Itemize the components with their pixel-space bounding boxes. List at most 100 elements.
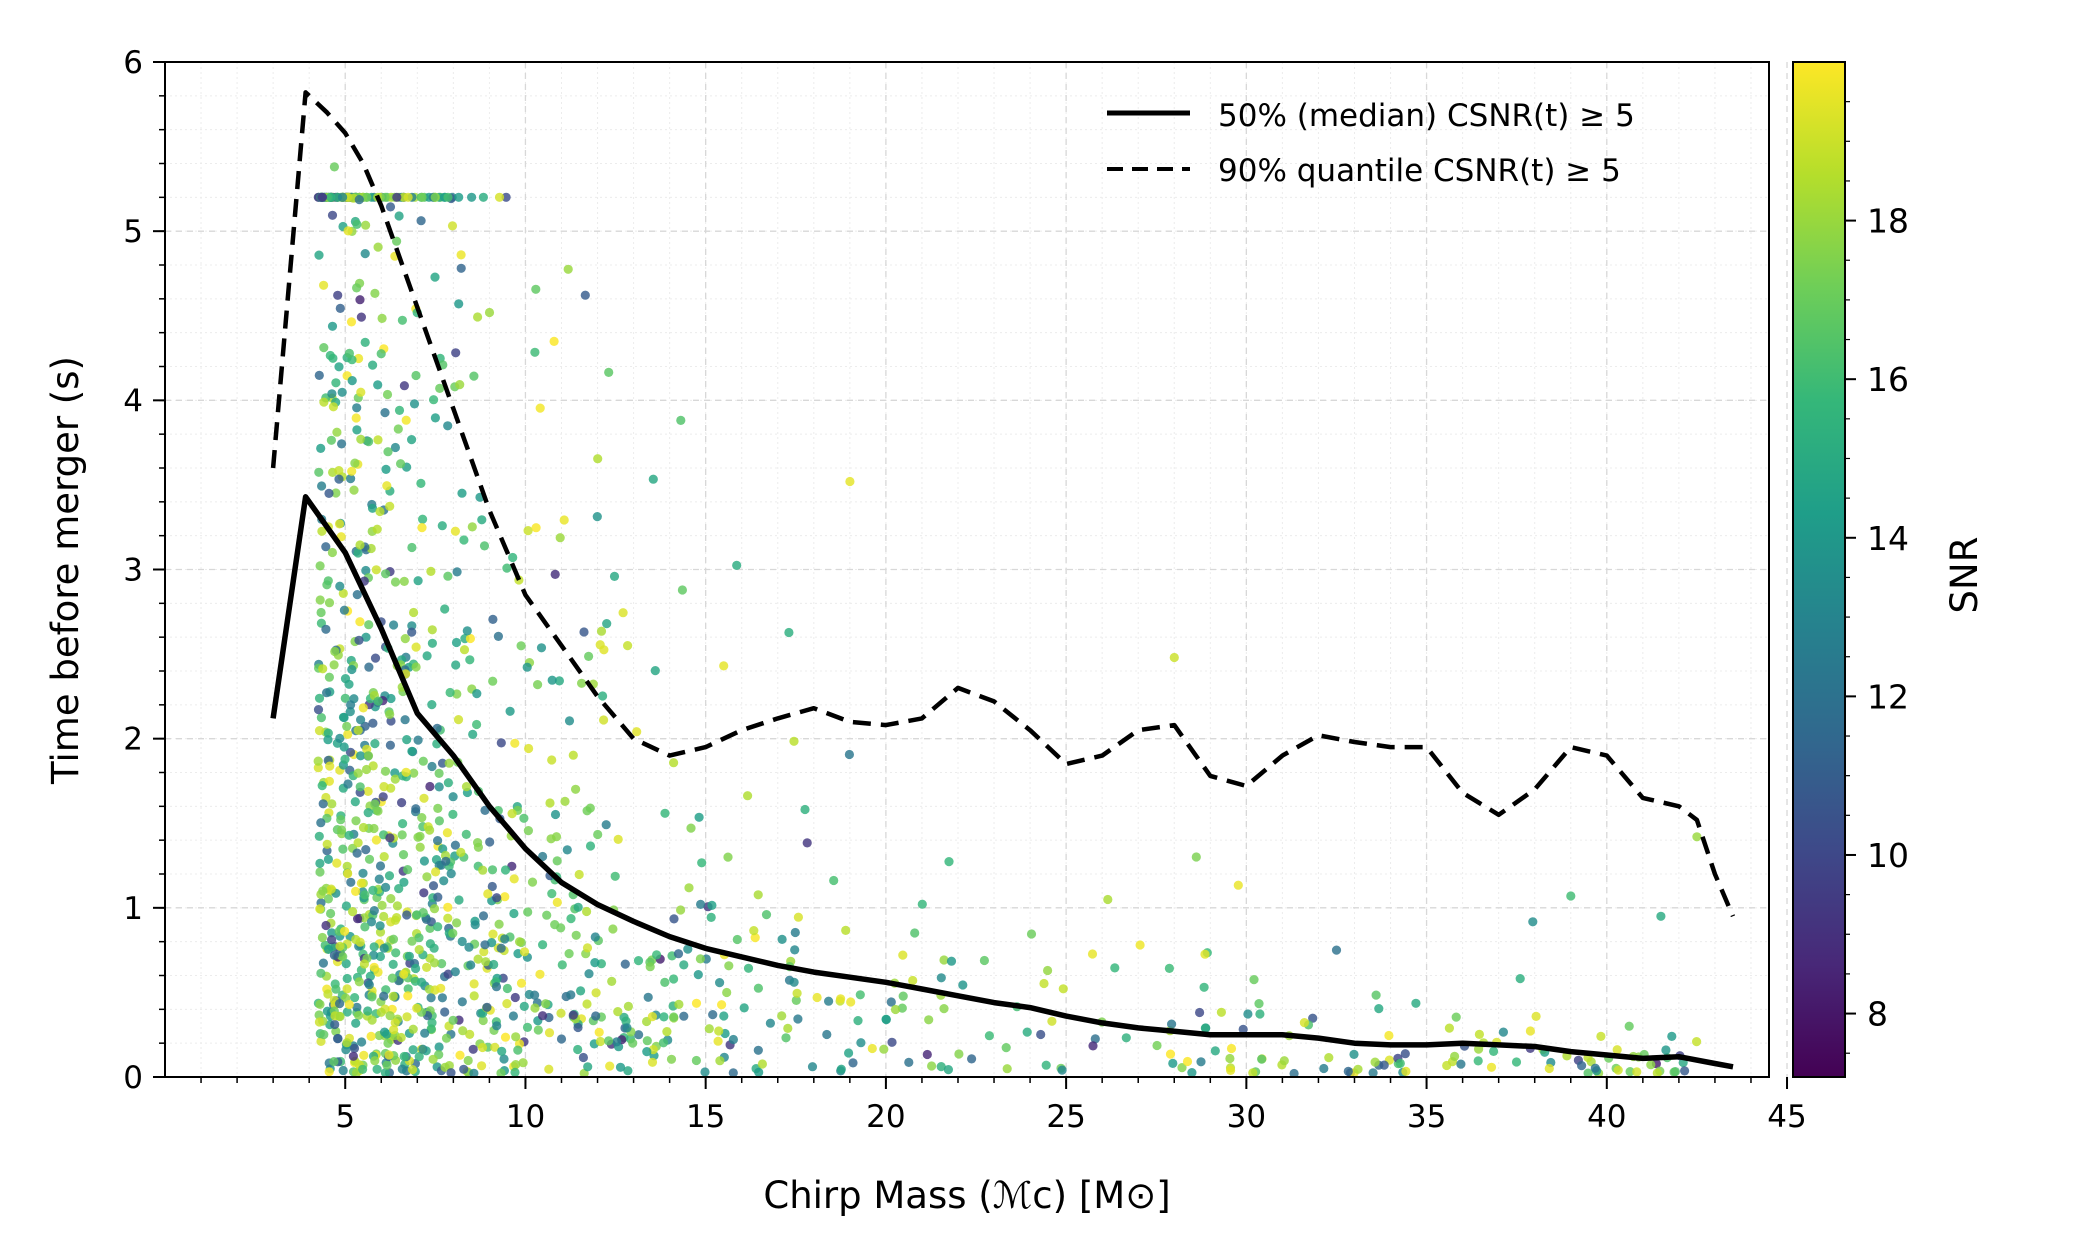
scatter-point <box>1164 963 1174 974</box>
scatter-point <box>350 458 360 468</box>
scatter-point <box>700 1067 710 1077</box>
scatter-point <box>582 943 593 953</box>
scatter-point <box>556 1034 567 1044</box>
scatter-point <box>434 816 444 826</box>
scatter-point <box>1442 1060 1452 1071</box>
scatter-point <box>564 949 574 959</box>
scatter-point <box>457 997 467 1007</box>
scatter-point <box>535 969 545 979</box>
scatter-point <box>382 1060 392 1070</box>
scatter-point <box>335 581 345 591</box>
scatter-point <box>411 804 421 814</box>
scatter-point <box>381 464 391 474</box>
scatter-point <box>459 1064 469 1074</box>
scatter-point <box>615 1062 626 1072</box>
scatter-point <box>349 485 359 495</box>
scatter-point <box>314 831 324 841</box>
scatter-point <box>335 733 345 744</box>
scatter-point <box>1289 1068 1299 1077</box>
scatter-point <box>591 1011 601 1021</box>
scatter-point <box>518 1058 528 1068</box>
scatter-point <box>1624 1021 1634 1031</box>
scatter-point <box>723 852 733 862</box>
scatter-point <box>315 999 325 1010</box>
scatter-point <box>652 950 662 960</box>
scatter-point <box>319 343 329 353</box>
scatter-point <box>368 360 378 370</box>
scatter-point <box>691 998 702 1008</box>
scatter-point <box>535 403 545 413</box>
scatter-point <box>591 988 601 998</box>
scatter-point <box>1343 1066 1353 1076</box>
scatter-point <box>1167 1019 1177 1029</box>
scatter-point <box>332 858 342 868</box>
scatter-point <box>314 467 324 477</box>
scatter-point <box>610 871 620 881</box>
scatter-point <box>403 192 413 202</box>
scatter-point <box>886 997 896 1007</box>
scatter-point <box>329 950 339 960</box>
scatter-point <box>442 828 452 838</box>
scatter-point <box>538 1011 548 1021</box>
scatter-point <box>547 755 557 765</box>
scatter-point <box>335 941 345 951</box>
scatter-point <box>323 944 334 955</box>
scatter-point <box>445 687 455 698</box>
colorbar-tick-label: 18 <box>1867 202 1909 241</box>
scatter-point <box>555 533 565 543</box>
scatter-point <box>373 696 383 706</box>
scatter-point <box>479 541 490 551</box>
scatter-point <box>334 362 344 372</box>
scatter-point <box>622 1023 632 1033</box>
scatter-point <box>478 911 489 921</box>
scatter-point <box>488 614 498 625</box>
scatter-point <box>578 1052 589 1063</box>
scatter-point <box>890 1004 901 1015</box>
scatter-point <box>845 476 855 487</box>
scatter-point <box>1498 1027 1508 1037</box>
scatter-point <box>523 526 533 536</box>
scatter-point <box>419 888 429 898</box>
scatter-point <box>508 552 518 563</box>
scatter-point <box>385 740 395 750</box>
scatter-point <box>437 521 447 531</box>
scatter-point <box>434 1042 444 1052</box>
scatter-point <box>508 1011 518 1021</box>
scatter-point <box>327 547 337 558</box>
scatter-point <box>323 735 333 745</box>
scatter-point <box>335 999 345 1009</box>
scatter-point <box>677 585 688 595</box>
scatter-point <box>330 646 340 657</box>
scatter-point <box>341 959 351 969</box>
scatter-point <box>822 1029 832 1040</box>
scatter-point <box>1349 1049 1359 1059</box>
scatter-point <box>922 1049 932 1060</box>
scatter-point <box>344 348 354 358</box>
scatter-point <box>314 370 324 380</box>
scatter-point <box>522 662 532 672</box>
scatter-point <box>386 894 396 904</box>
scatter-point <box>500 934 510 944</box>
scatter-point <box>1632 1067 1642 1077</box>
scatter-point <box>385 202 396 212</box>
scatter-point <box>317 481 327 491</box>
scatter-point <box>315 561 325 571</box>
scatter-point <box>494 919 504 929</box>
scatter-point <box>1187 1068 1197 1077</box>
scatter-point <box>458 1026 468 1036</box>
scatter-point <box>1103 894 1113 905</box>
scatter-point <box>660 977 670 988</box>
scatter-point <box>800 804 810 815</box>
scatter-point <box>448 1015 458 1025</box>
scatter-point <box>509 908 519 919</box>
scatter-point <box>1656 911 1666 921</box>
scatter-point <box>507 809 517 819</box>
scatter-point <box>402 1012 412 1022</box>
scatter-point <box>1319 1063 1329 1074</box>
scatter-point <box>391 948 401 958</box>
scatter-point <box>1450 1051 1460 1061</box>
scatter-point <box>353 768 363 778</box>
scatter-point <box>444 758 454 768</box>
scatter-point <box>898 991 908 1001</box>
